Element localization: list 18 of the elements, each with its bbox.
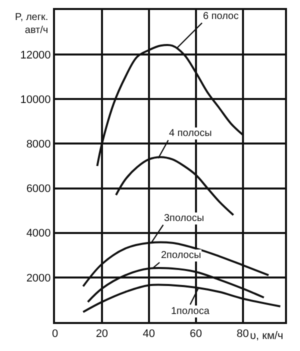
y-tick-label: 2000 [26, 272, 51, 284]
y-tick-label: 10000 [20, 94, 51, 106]
x-tick-label: 60 [190, 328, 202, 340]
y-tick-label: 4000 [26, 228, 51, 240]
y-tick-label: 6000 [26, 183, 51, 196]
y-axis-title: P, легк. авт/ч [15, 12, 48, 36]
x-tick-label: 20 [96, 328, 108, 340]
x-axis-title: υ, км/ч [250, 330, 284, 342]
annotation: 6 полос [203, 11, 239, 22]
x-tick-label: 80 [236, 328, 249, 340]
annotation: 3полосы [164, 213, 204, 224]
x-tick-label: 0 [52, 328, 58, 340]
y-tick-label: 12000 [20, 49, 51, 62]
y-tick-label: 8000 [26, 138, 51, 151]
annotation: 4 полосы [169, 128, 212, 139]
annotation: 1полоса [171, 306, 210, 317]
x-tick-label: 40 [142, 328, 156, 340]
annotation: 2полосы [161, 250, 202, 261]
